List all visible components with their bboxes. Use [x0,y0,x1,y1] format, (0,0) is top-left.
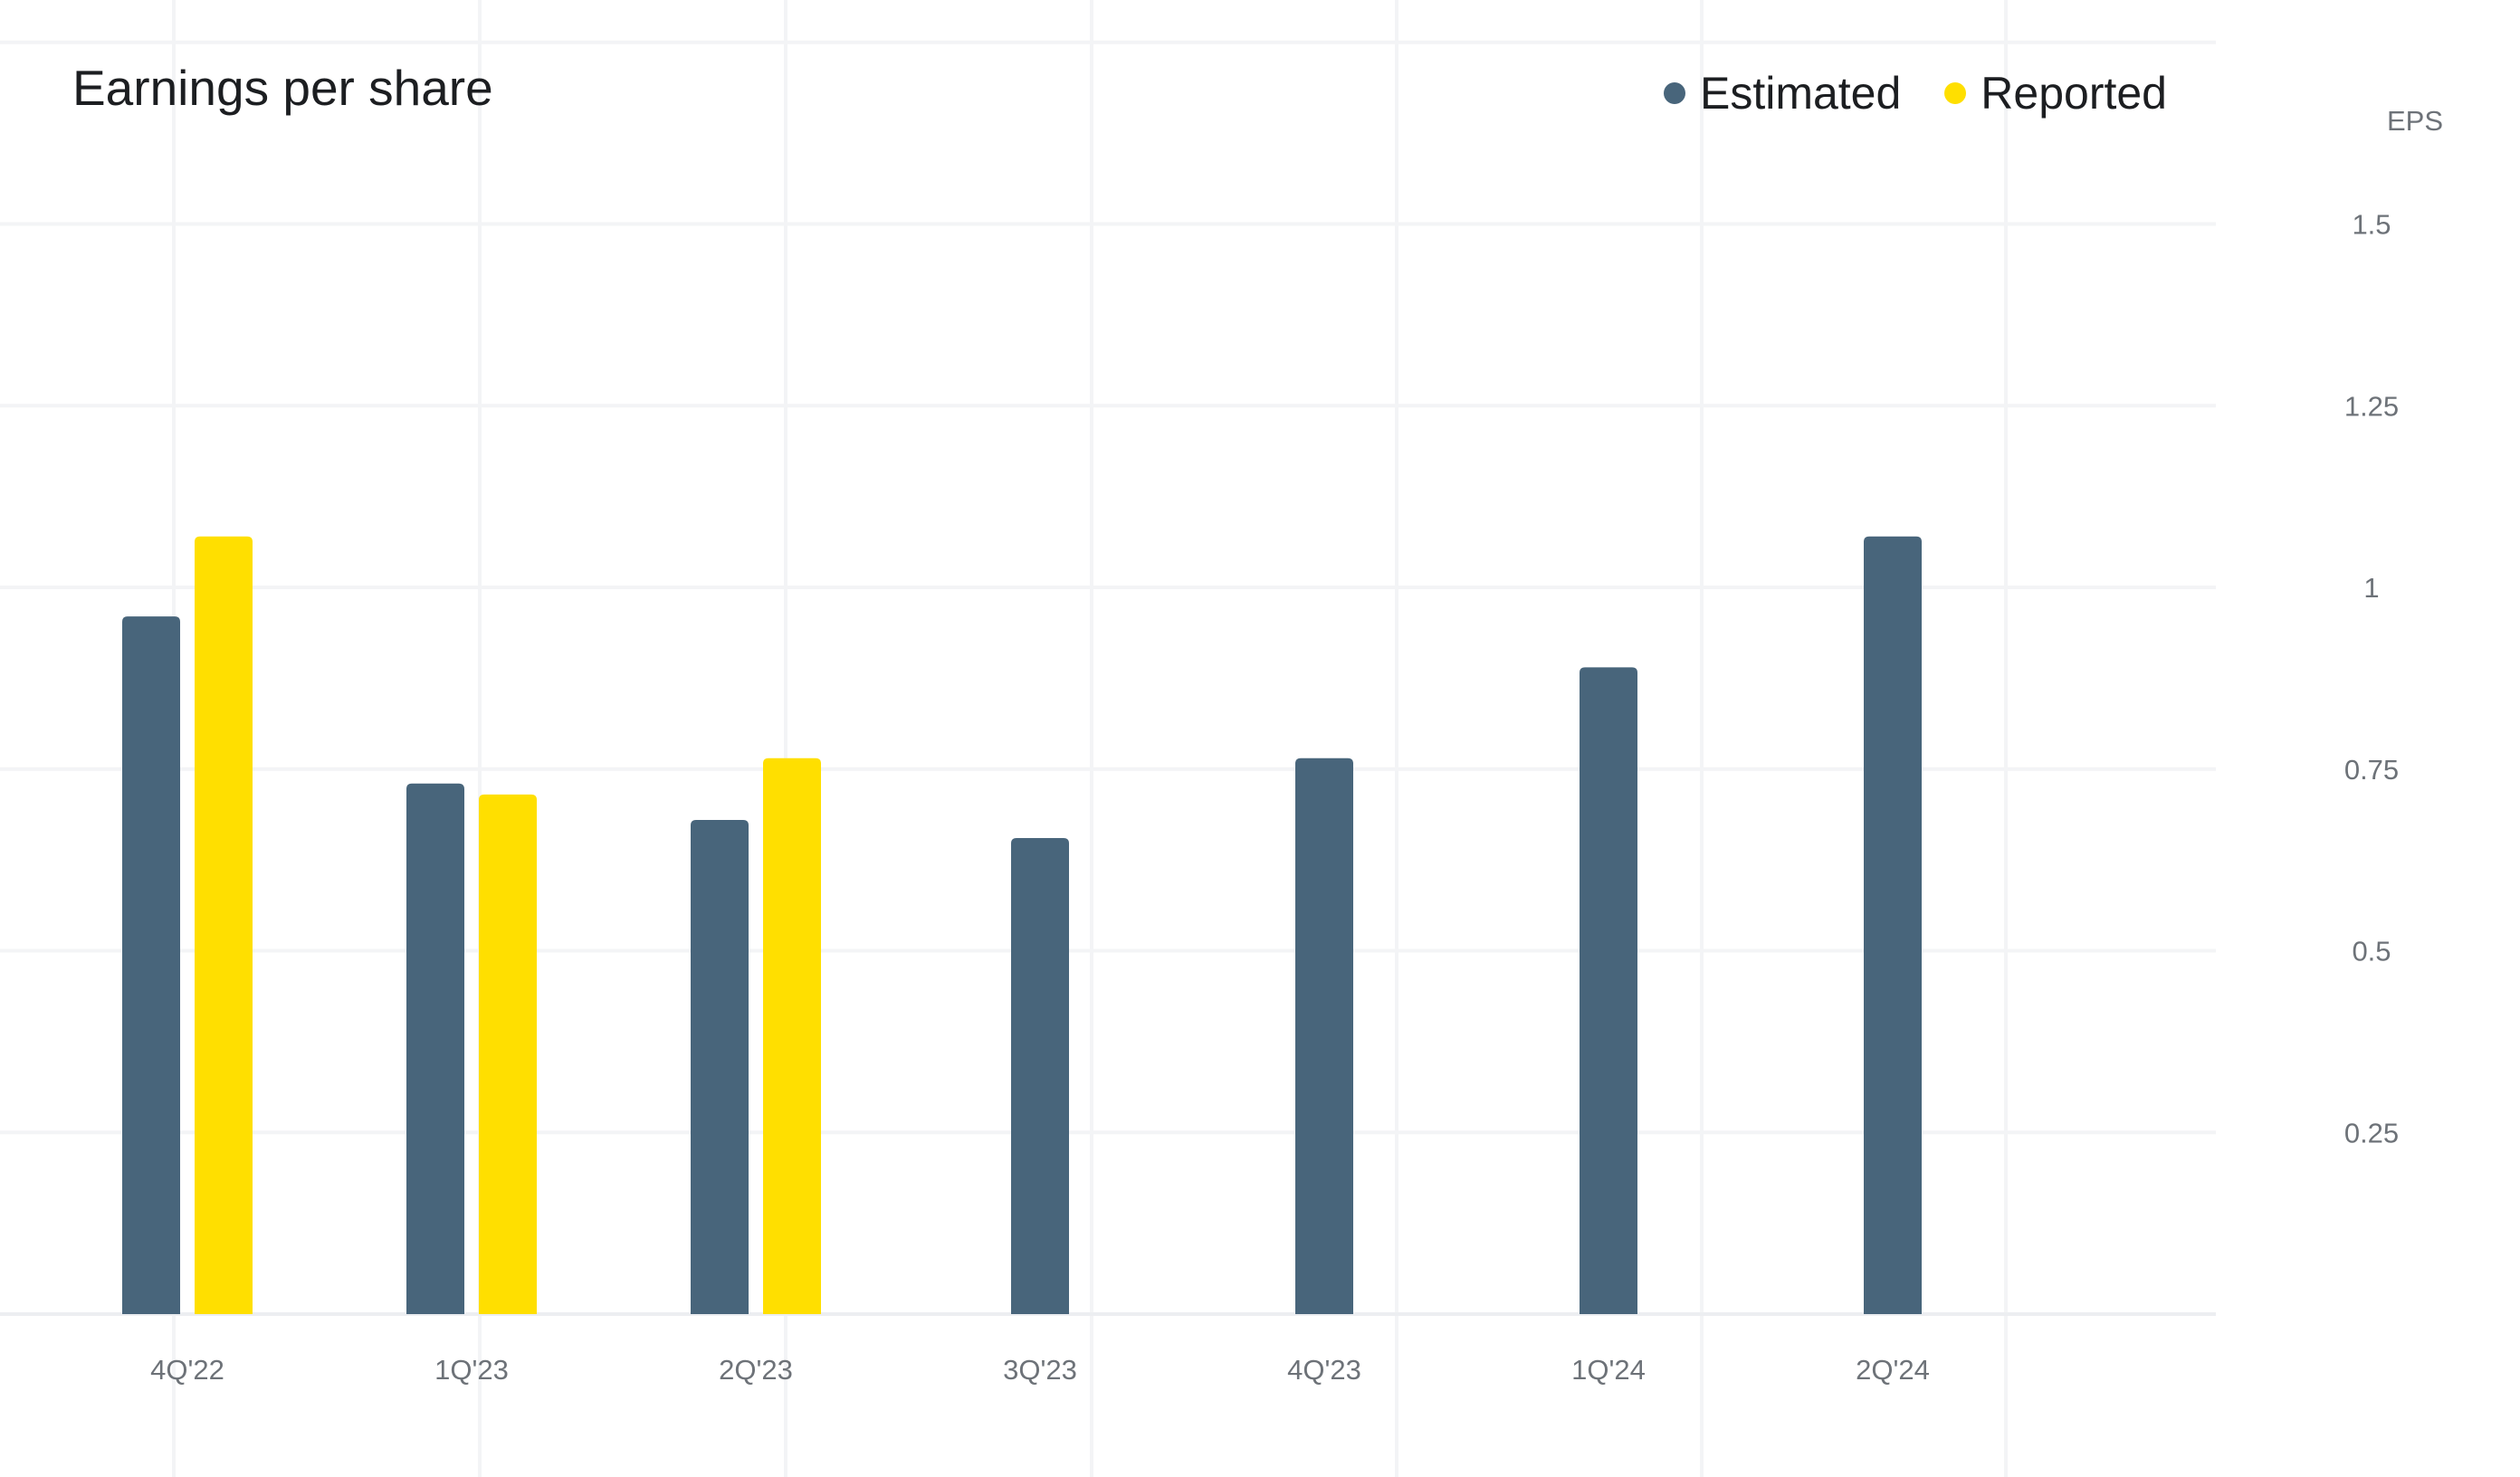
y-tick-label-0: 0.25 [2344,1117,2399,1148]
bar-reported-0[interactable] [195,536,253,1314]
bar-estimated-1[interactable] [406,783,464,1314]
y-tick-label-5: 1.5 [2352,209,2391,241]
x-tick-label-1: 1Q'23 [434,1354,509,1386]
bar-estimated-2[interactable] [691,819,749,1314]
grid-lines [0,0,2216,1477]
legend-item-estimated[interactable]: Estimated [1663,68,1902,119]
x-tick-label-3: 3Q'23 [1003,1354,1077,1386]
x-tick-label-4: 4Q'23 [1287,1354,1361,1386]
y-axis-title: EPS [2386,105,2444,137]
y-tick-label-1: 0.5 [2352,936,2391,967]
x-tick-label-0: 4Q'22 [150,1354,224,1386]
bar-estimated-6[interactable] [1864,536,1922,1314]
y-tick-label-3: 1 [2363,572,2379,604]
bar-estimated-4[interactable] [1295,758,1353,1314]
x-tick-label-2: 2Q'23 [719,1354,793,1386]
x-tick-label-6: 2Q'24 [1856,1354,1930,1386]
legend-label-estimated: Estimated [1699,68,1902,119]
y-tick-label-4: 1.25 [2344,390,2399,422]
bar-reported-1[interactable] [479,794,537,1314]
chart-title: Earnings per share [72,60,493,116]
x-tick-label-5: 1Q'24 [1571,1354,1646,1386]
reported-dot-icon [1944,82,1967,104]
y-tick-label-2: 0.75 [2344,754,2399,786]
bar-estimated-0[interactable] [122,616,180,1314]
bar-estimated-5[interactable] [1580,667,1637,1314]
bar-estimated-3[interactable] [1011,838,1069,1314]
bar-reported-2[interactable] [763,758,821,1314]
legend-label-reported: Reported [1981,68,2167,119]
bar-series [122,536,1922,1314]
legend: Estimated Reported [1663,68,2167,119]
axis-ticks: 0.25 0.5 0.75 1 1.25 1.5 4Q'22 1Q'23 2Q'23 3Q'23 4… [150,209,2399,1386]
legend-item-reported[interactable]: Reported [1944,71,2167,116]
estimated-dot-icon [1663,82,1685,104]
